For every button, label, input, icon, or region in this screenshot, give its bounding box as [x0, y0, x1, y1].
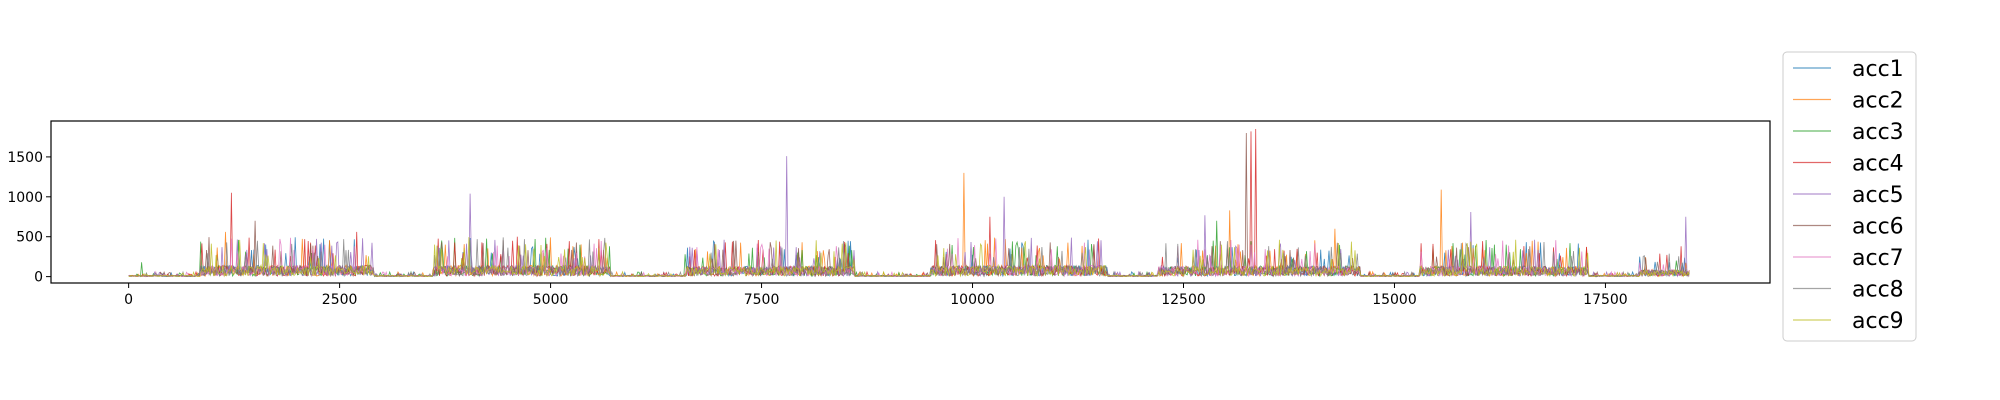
- y-tick-label: 1000: [7, 190, 43, 206]
- series-layer: [128, 128, 1690, 278]
- series-line-acc6: [128, 132, 1690, 278]
- x-tick-label: 7500: [744, 292, 780, 308]
- x-tick-label: 12500: [1161, 292, 1206, 308]
- legend-label-acc7: acc7: [1852, 246, 1904, 271]
- legend-label-acc5: acc5: [1852, 183, 1904, 208]
- y-tick-label: 0: [34, 270, 43, 286]
- x-tick-label: 2500: [322, 292, 358, 308]
- legend-label-acc2: acc2: [1852, 89, 1904, 114]
- legend: acc1 acc2 acc3 acc4 acc5 acc6 acc7 acc8 acc9: [1782, 51, 1917, 342]
- x-tick-label: 10000: [950, 292, 995, 308]
- y-tick-label: 1500: [7, 150, 43, 166]
- series-line-acc4: [128, 128, 1690, 278]
- legend-label-acc1: acc1: [1852, 57, 1904, 82]
- x-tick-label: 0: [124, 292, 133, 308]
- axes-frame: [50, 120, 1771, 284]
- legend-label-acc8: acc8: [1852, 278, 1904, 303]
- legend-label-acc4: acc4: [1852, 152, 1904, 177]
- x-tick-label: 5000: [533, 292, 569, 308]
- x-tick-label: 15000: [1372, 292, 1417, 308]
- x-tick-label: 17500: [1583, 292, 1628, 308]
- y-tick-label: 500: [16, 230, 43, 246]
- legend-label-acc6: acc6: [1852, 215, 1904, 240]
- legend-label-acc3: acc3: [1852, 120, 1904, 145]
- series-line-acc5: [128, 156, 1690, 278]
- y-axis: 0 500 1000 1500: [7, 150, 51, 286]
- series-line-acc9: [128, 237, 1690, 278]
- legend-label-acc9: acc9: [1852, 309, 1904, 334]
- x-axis: 0 2500 5000 7500 10000 12500 15000 17500: [124, 283, 1628, 308]
- legend-box: [1782, 51, 1917, 342]
